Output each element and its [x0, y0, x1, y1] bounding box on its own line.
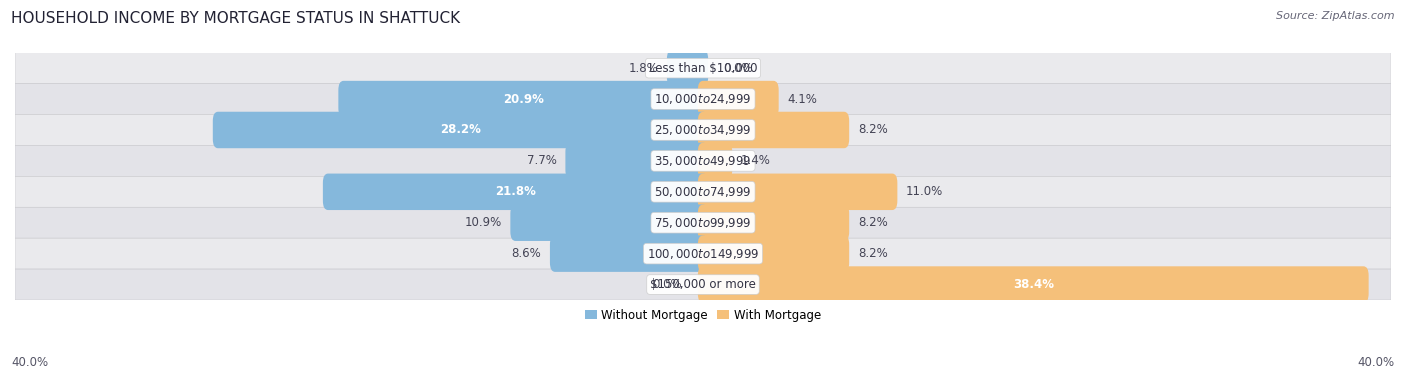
- FancyBboxPatch shape: [15, 269, 1391, 300]
- Text: 20.9%: 20.9%: [503, 93, 544, 106]
- FancyBboxPatch shape: [15, 146, 1391, 176]
- Legend: Without Mortgage, With Mortgage: Without Mortgage, With Mortgage: [581, 304, 825, 326]
- FancyBboxPatch shape: [15, 238, 1391, 269]
- FancyBboxPatch shape: [697, 204, 849, 241]
- FancyBboxPatch shape: [339, 81, 709, 117]
- Text: 8.2%: 8.2%: [858, 124, 887, 136]
- Text: 8.6%: 8.6%: [512, 247, 541, 260]
- FancyBboxPatch shape: [510, 204, 709, 241]
- FancyBboxPatch shape: [15, 84, 1391, 115]
- Text: $25,000 to $34,999: $25,000 to $34,999: [654, 123, 752, 137]
- Text: $50,000 to $74,999: $50,000 to $74,999: [654, 185, 752, 199]
- Text: $150,000 or more: $150,000 or more: [650, 278, 756, 291]
- Text: 8.2%: 8.2%: [858, 247, 887, 260]
- Text: 0.0%: 0.0%: [652, 278, 682, 291]
- Text: $100,000 to $149,999: $100,000 to $149,999: [647, 247, 759, 261]
- FancyBboxPatch shape: [15, 207, 1391, 238]
- Text: 10.9%: 10.9%: [464, 216, 502, 229]
- Text: 0.0%: 0.0%: [724, 62, 754, 75]
- FancyBboxPatch shape: [697, 81, 779, 117]
- Text: 1.4%: 1.4%: [741, 155, 770, 167]
- FancyBboxPatch shape: [323, 173, 709, 210]
- Text: Less than $10,000: Less than $10,000: [648, 62, 758, 75]
- Text: HOUSEHOLD INCOME BY MORTGAGE STATUS IN SHATTUCK: HOUSEHOLD INCOME BY MORTGAGE STATUS IN S…: [11, 11, 460, 26]
- FancyBboxPatch shape: [697, 143, 733, 179]
- Text: 1.8%: 1.8%: [628, 62, 658, 75]
- Text: 28.2%: 28.2%: [440, 124, 481, 136]
- Text: 40.0%: 40.0%: [11, 357, 48, 369]
- FancyBboxPatch shape: [697, 235, 849, 272]
- Text: 11.0%: 11.0%: [905, 185, 943, 198]
- FancyBboxPatch shape: [697, 266, 1368, 303]
- FancyBboxPatch shape: [697, 112, 849, 148]
- Text: Source: ZipAtlas.com: Source: ZipAtlas.com: [1277, 11, 1395, 21]
- Text: $35,000 to $49,999: $35,000 to $49,999: [654, 154, 752, 168]
- FancyBboxPatch shape: [697, 173, 897, 210]
- FancyBboxPatch shape: [550, 235, 709, 272]
- FancyBboxPatch shape: [15, 115, 1391, 146]
- Text: 4.1%: 4.1%: [787, 93, 817, 106]
- Text: $10,000 to $24,999: $10,000 to $24,999: [654, 92, 752, 106]
- FancyBboxPatch shape: [212, 112, 709, 148]
- Text: 8.2%: 8.2%: [858, 216, 887, 229]
- Text: $75,000 to $99,999: $75,000 to $99,999: [654, 216, 752, 230]
- Text: 38.4%: 38.4%: [1012, 278, 1053, 291]
- Text: 40.0%: 40.0%: [1358, 357, 1395, 369]
- Text: 21.8%: 21.8%: [495, 185, 536, 198]
- FancyBboxPatch shape: [666, 50, 709, 86]
- FancyBboxPatch shape: [15, 53, 1391, 84]
- FancyBboxPatch shape: [15, 176, 1391, 207]
- FancyBboxPatch shape: [565, 143, 709, 179]
- Text: 7.7%: 7.7%: [527, 155, 557, 167]
